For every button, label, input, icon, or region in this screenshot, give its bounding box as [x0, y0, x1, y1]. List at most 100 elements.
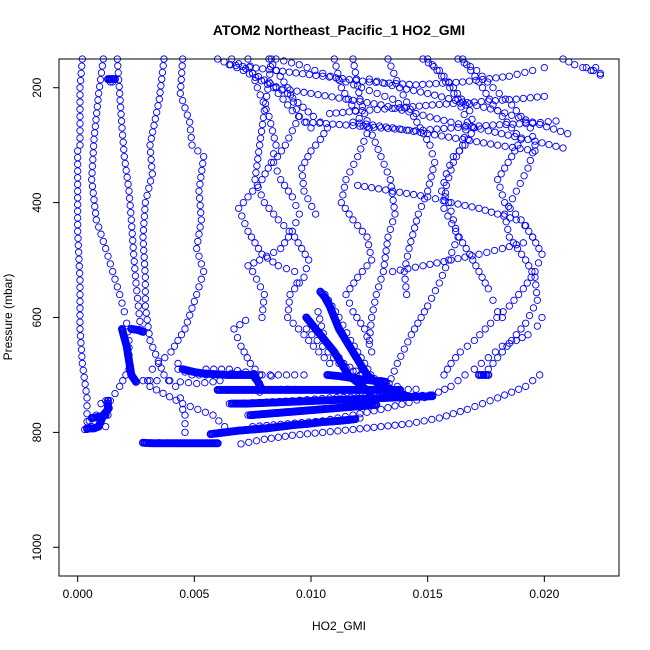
data-point — [550, 125, 558, 133]
data-point — [266, 371, 274, 379]
data-point — [543, 123, 551, 131]
data-point — [308, 331, 316, 339]
data-point — [116, 103, 125, 111]
data-point — [315, 348, 323, 356]
data-point — [447, 207, 455, 215]
data-point — [143, 191, 151, 200]
data-point — [452, 134, 460, 142]
data-point — [447, 382, 455, 391]
data-point — [372, 290, 380, 299]
data-point — [366, 248, 374, 257]
data-point — [513, 244, 522, 253]
data-point — [139, 226, 148, 234]
data-point — [460, 133, 468, 142]
data-point — [433, 259, 441, 267]
data-point — [491, 97, 499, 105]
data-point — [117, 117, 126, 125]
data-point — [272, 84, 280, 92]
data-point — [405, 420, 413, 428]
data-point — [571, 61, 579, 69]
data-point — [245, 438, 253, 446]
data-point — [209, 378, 217, 386]
data-point — [370, 100, 378, 108]
data-point — [300, 88, 308, 96]
data-point — [120, 153, 128, 161]
data-point — [529, 119, 537, 127]
data-point — [194, 147, 202, 155]
data-point — [461, 253, 469, 261]
data-point — [95, 82, 104, 91]
data-point — [196, 223, 204, 231]
data-point — [299, 179, 307, 188]
data-point — [181, 420, 189, 428]
data-point — [424, 187, 432, 195]
data-point — [538, 139, 546, 147]
data-point — [170, 342, 179, 350]
bold-series-5 — [139, 438, 222, 448]
data-point — [393, 76, 401, 85]
data-point — [197, 275, 205, 283]
data-point — [181, 325, 189, 333]
data-point — [242, 316, 250, 325]
data-point — [456, 99, 464, 107]
data-point — [281, 141, 289, 149]
data-point — [188, 304, 196, 312]
data-point — [508, 143, 517, 152]
data-point — [398, 106, 406, 114]
data-point — [470, 365, 478, 373]
data-point — [477, 97, 485, 106]
data-point — [368, 313, 376, 322]
data-point — [116, 382, 124, 391]
data-point — [523, 279, 531, 287]
data-point — [501, 95, 510, 103]
data-point — [115, 82, 123, 91]
data-point — [491, 348, 499, 356]
data-point — [527, 273, 535, 281]
data-point — [419, 126, 427, 134]
data-point — [532, 281, 540, 289]
data-point — [357, 145, 365, 153]
data-point — [531, 141, 539, 149]
data-point — [532, 239, 540, 247]
data-point — [498, 348, 506, 356]
data-point — [417, 192, 425, 200]
data-point — [412, 109, 420, 118]
data-point — [400, 345, 408, 353]
data-point — [559, 144, 567, 152]
data-point — [517, 134, 526, 142]
data-point — [356, 425, 364, 433]
data-point — [468, 252, 476, 260]
data-point — [165, 377, 173, 385]
data-point — [361, 182, 369, 191]
data-point — [540, 92, 548, 100]
data-point — [481, 325, 489, 333]
y-tick-label: 200 — [30, 77, 44, 97]
data-point — [374, 145, 382, 154]
data-point — [247, 233, 256, 241]
data-point — [452, 153, 461, 161]
data-point — [118, 299, 126, 307]
data-point — [254, 155, 262, 163]
data-point — [265, 112, 273, 121]
data-point — [358, 227, 366, 235]
data-point — [179, 97, 187, 105]
data-point — [397, 352, 405, 360]
data-point — [159, 389, 167, 397]
data-point — [280, 181, 289, 190]
x-axis-label: HO2_GMI — [312, 619, 366, 633]
data-point — [76, 332, 85, 340]
data-point — [284, 313, 292, 322]
data-point — [494, 141, 502, 149]
data-point — [440, 204, 448, 213]
data-point — [470, 98, 478, 106]
data-point — [425, 180, 434, 188]
data-point — [589, 66, 597, 75]
data-point — [83, 402, 91, 410]
data-point — [133, 287, 141, 295]
data-point — [200, 267, 208, 276]
data-point — [538, 250, 546, 258]
data-point — [97, 230, 105, 238]
data-point — [449, 99, 457, 108]
data-point — [454, 377, 462, 385]
data-point — [153, 377, 161, 385]
